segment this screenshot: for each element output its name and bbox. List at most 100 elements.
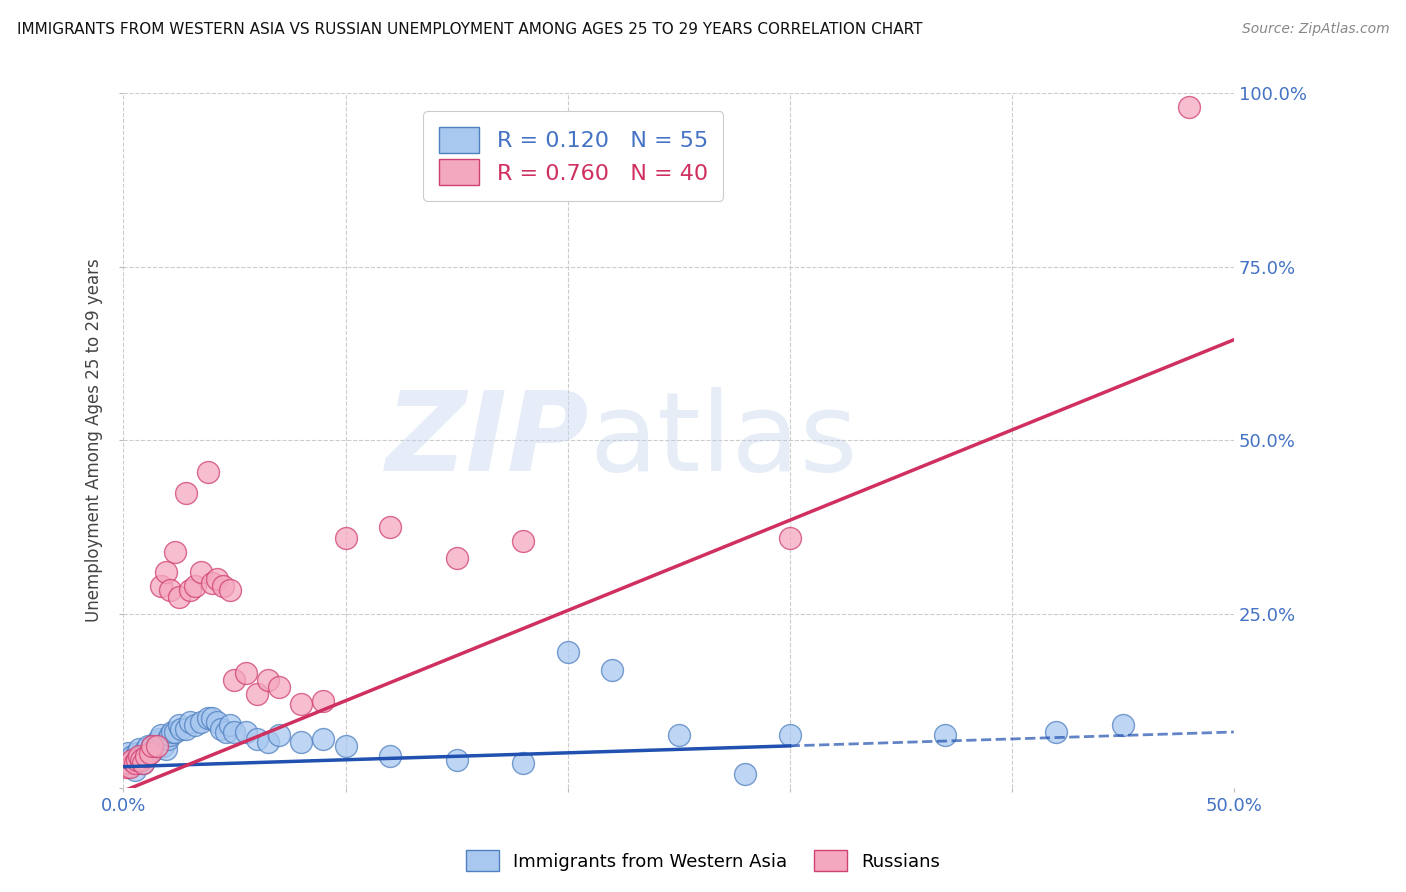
Point xyxy=(512,756,534,771)
Point xyxy=(155,566,177,580)
Point xyxy=(159,729,181,743)
Point xyxy=(219,718,242,732)
Point xyxy=(162,725,184,739)
Point xyxy=(150,579,173,593)
Point xyxy=(174,485,197,500)
Legend: R = 0.120   N = 55, R = 0.760   N = 40: R = 0.120 N = 55, R = 0.760 N = 40 xyxy=(423,112,723,201)
Point xyxy=(235,725,257,739)
Point xyxy=(117,756,139,771)
Point xyxy=(141,739,163,753)
Point xyxy=(156,731,179,746)
Legend: Immigrants from Western Asia, Russians: Immigrants from Western Asia, Russians xyxy=(458,843,948,879)
Point xyxy=(124,756,146,771)
Point xyxy=(201,575,224,590)
Point xyxy=(148,731,170,746)
Point xyxy=(205,714,228,729)
Point xyxy=(183,579,205,593)
Point xyxy=(290,697,312,711)
Point xyxy=(145,739,167,753)
Point xyxy=(246,731,269,746)
Point xyxy=(290,735,312,749)
Point xyxy=(167,590,190,604)
Point xyxy=(128,753,150,767)
Point xyxy=(201,711,224,725)
Text: IMMIGRANTS FROM WESTERN ASIA VS RUSSIAN UNEMPLOYMENT AMONG AGES 25 TO 29 YEARS C: IMMIGRANTS FROM WESTERN ASIA VS RUSSIAN … xyxy=(17,22,922,37)
Point xyxy=(145,735,167,749)
Point xyxy=(1112,718,1135,732)
Point xyxy=(121,753,143,767)
Point xyxy=(124,763,146,777)
Point xyxy=(167,718,190,732)
Point xyxy=(934,729,956,743)
Point xyxy=(256,673,278,687)
Point xyxy=(668,729,690,743)
Point xyxy=(190,566,212,580)
Point xyxy=(1045,725,1067,739)
Point xyxy=(224,725,246,739)
Point xyxy=(197,465,219,479)
Text: Source: ZipAtlas.com: Source: ZipAtlas.com xyxy=(1241,22,1389,37)
Point xyxy=(224,673,246,687)
Point xyxy=(136,739,159,753)
Point xyxy=(135,742,157,756)
Point xyxy=(163,725,186,739)
Point xyxy=(267,729,290,743)
Point xyxy=(779,729,801,743)
Point xyxy=(163,544,186,558)
Point xyxy=(159,582,181,597)
Point xyxy=(125,746,148,760)
Point xyxy=(114,760,136,774)
Point xyxy=(512,534,534,549)
Point xyxy=(557,645,579,659)
Point xyxy=(219,582,242,597)
Point xyxy=(143,742,166,756)
Point xyxy=(246,687,269,701)
Point xyxy=(152,739,174,753)
Point xyxy=(446,753,468,767)
Point xyxy=(183,718,205,732)
Point xyxy=(139,746,162,760)
Point xyxy=(197,711,219,725)
Point xyxy=(150,729,173,743)
Point xyxy=(179,714,201,729)
Text: ZIP: ZIP xyxy=(387,387,589,494)
Point xyxy=(132,756,155,771)
Point xyxy=(235,665,257,680)
Point xyxy=(121,749,143,764)
Point xyxy=(600,663,623,677)
Point xyxy=(335,531,357,545)
Point xyxy=(139,746,162,760)
Point xyxy=(209,722,232,736)
Point xyxy=(132,756,155,771)
Point xyxy=(120,760,142,774)
Point xyxy=(141,739,163,753)
Point xyxy=(205,572,228,586)
Point xyxy=(128,749,150,764)
Point xyxy=(256,735,278,749)
Point xyxy=(267,680,290,694)
Point xyxy=(129,749,152,764)
Y-axis label: Unemployment Among Ages 25 to 29 years: Unemployment Among Ages 25 to 29 years xyxy=(86,259,103,623)
Point xyxy=(135,749,157,764)
Point xyxy=(114,753,136,767)
Point xyxy=(155,742,177,756)
Point xyxy=(312,731,335,746)
Point xyxy=(190,714,212,729)
Point xyxy=(212,579,235,593)
Point xyxy=(214,725,236,739)
Point xyxy=(170,722,193,736)
Point xyxy=(1178,100,1201,114)
Point xyxy=(779,531,801,545)
Text: atlas: atlas xyxy=(589,387,858,494)
Point xyxy=(125,753,148,767)
Point xyxy=(335,739,357,753)
Point xyxy=(378,749,401,764)
Point xyxy=(312,694,335,708)
Point xyxy=(129,753,152,767)
Point xyxy=(734,766,756,780)
Point xyxy=(120,756,142,771)
Point xyxy=(174,722,197,736)
Point xyxy=(446,551,468,566)
Point xyxy=(179,582,201,597)
Point xyxy=(128,742,150,756)
